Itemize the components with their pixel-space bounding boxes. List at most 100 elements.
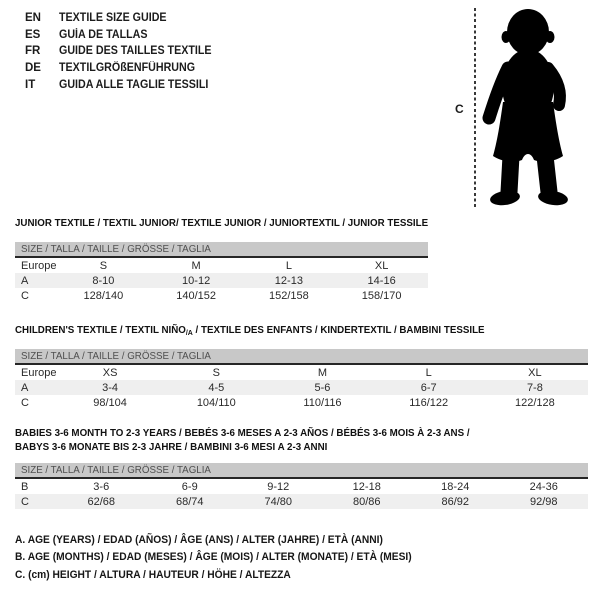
children-size-table: CHILDREN'S TEXTILE / TEXTIL NIÑO/A / TEX… <box>15 324 588 410</box>
size-cell: 128/140 <box>83 289 124 302</box>
row-label: Europe <box>21 259 57 272</box>
size-cell: 116/122 <box>409 396 449 409</box>
size-cell: 110/116 <box>303 396 342 409</box>
size-header-bar: SIZE / TALLA / TAILLE / GRÖSSE / TAGLIA <box>15 463 588 479</box>
legend-text: C. (cm) HEIGHT / ALTURA / HAUTEUR / HÖHE… <box>15 568 291 581</box>
row-label: B <box>21 480 29 493</box>
size-cell: 9-12 <box>267 480 290 493</box>
row-label: C <box>21 289 29 302</box>
size-cell: XL <box>374 259 389 272</box>
size-cell: 68/74 <box>175 495 204 508</box>
language-title-list: EN TEXTILE SIZE GUIDE ES GUÍA DE TALLAS … <box>25 10 223 93</box>
size-cell: XS <box>102 366 118 379</box>
measurement-legend: A. AGE (YEARS) / EDAD (AÑOS) / ÂGE (ANS)… <box>15 532 442 584</box>
size-header-text: SIZE / TALLA / TAILLE / GRÖSSE / TAGLIA <box>21 243 211 255</box>
table-title: CHILDREN'S TEXTILE / TEXTIL NIÑO/A / TEX… <box>15 324 588 339</box>
table-title-text: BABIES 3-6 MONTH TO 2-3 YEARS / BEBÉS 3-… <box>15 427 470 439</box>
size-cell: XL <box>528 366 542 379</box>
size-cell: 152/158 <box>268 289 309 302</box>
height-measure-dashed-line <box>474 8 477 207</box>
size-cell: S <box>99 259 108 272</box>
size-cell: 80/86 <box>352 495 381 508</box>
size-cell: 74/80 <box>264 495 293 508</box>
table-title-text: JUNIOR TEXTILE / TEXTIL JUNIOR/ TEXTILE … <box>15 217 429 229</box>
size-cell: 92/98 <box>529 495 558 508</box>
legend-line-a: A. AGE (YEARS) / EDAD (AÑOS) / ÂGE (ANS)… <box>15 532 442 549</box>
table-title-text: CHILDREN'S TEXTILE / TEXTIL NIÑO/A / TEX… <box>15 324 485 339</box>
table-row: Europe XS S M L XL <box>15 365 588 380</box>
table-row: B 3-6 6-9 9-12 12-18 18-24 24-36 <box>15 479 588 494</box>
language-code: EN <box>25 12 41 25</box>
size-cell: 6-9 <box>181 480 198 493</box>
language-code: FR <box>25 45 41 58</box>
table-title: JUNIOR TEXTILE / TEXTIL JUNIOR/ TEXTILE … <box>15 217 428 229</box>
junior-size-table: JUNIOR TEXTILE / TEXTIL JUNIOR/ TEXTILE … <box>15 217 428 303</box>
row-label: C <box>21 396 29 409</box>
legend-text: B. AGE (MONTHS) / EDAD (MESES) / ÂGE (MO… <box>15 551 412 564</box>
language-code: ES <box>25 28 41 41</box>
size-cell: 18-24 <box>441 480 470 493</box>
size-cell: M <box>191 259 201 272</box>
size-cell: 12-18 <box>352 480 381 493</box>
row-label: A <box>21 381 29 394</box>
legend-line-b: B. AGE (MONTHS) / EDAD (MESES) / ÂGE (MO… <box>15 549 442 566</box>
legend-text: A. AGE (YEARS) / EDAD (AÑOS) / ÂGE (ANS)… <box>15 534 383 546</box>
language-row: EN TEXTILE SIZE GUIDE <box>25 10 223 27</box>
table-row: C 128/140 140/152 152/158 158/170 <box>15 288 428 303</box>
size-cell: 12-13 <box>274 274 303 287</box>
language-row: ES GUÍA DE TALLAS <box>25 27 223 44</box>
size-cell: 158/170 <box>361 289 402 302</box>
language-row: FR GUIDE DES TAILLES TEXTILE <box>25 43 223 60</box>
size-cell: 3-4 <box>102 381 119 394</box>
table-row: C 98/104 104/110 110/116 116/122 122/128 <box>15 395 588 410</box>
table-row: A 8-10 10-12 12-13 14-16 <box>15 273 428 288</box>
table-row: C 62/68 68/74 74/80 80/86 86/92 92/98 <box>15 494 588 509</box>
size-cell: 10-12 <box>182 274 211 287</box>
babies-size-table: BABIES 3-6 MONTH TO 2-3 YEARS / BEBÉS 3-… <box>15 427 588 509</box>
size-header-bar: SIZE / TALLA / TAILLE / GRÖSSE / TAGLIA <box>15 349 588 365</box>
language-row: IT GUIDA ALLE TAGLIE TESSILI <box>25 76 223 93</box>
row-label: A <box>21 274 29 287</box>
table-title-text: BABYS 3-6 MONATE BIS 2-3 JAHRE / BAMBINI… <box>15 441 328 453</box>
size-cell: 7-8 <box>526 381 543 394</box>
table-title: BABIES 3-6 MONTH TO 2-3 YEARS / BEBÉS 3-… <box>15 427 588 439</box>
size-cell: 6-7 <box>420 381 437 394</box>
title-part: CHILDREN'S TEXTILE / TEXTIL NIÑO <box>15 324 186 336</box>
legend-line-c: C. (cm) HEIGHT / ALTURA / HAUTEUR / HÖHE… <box>15 567 442 584</box>
size-cell: 86/92 <box>441 495 470 508</box>
size-cell: 122/128 <box>515 396 555 409</box>
table-row: Europe S M L XL <box>15 258 428 273</box>
guide-title: GUIDA ALLE TAGLIE TESSILI <box>59 78 209 91</box>
language-code: DE <box>25 62 41 75</box>
size-cell: 104/110 <box>196 396 236 409</box>
measure-c-label: C <box>455 102 464 116</box>
guide-title: GUÍA DE TALLAS <box>59 28 148 41</box>
language-row: DE TEXTILGRÖßENFÜHRUNG <box>25 60 223 77</box>
size-cell: M <box>317 366 328 379</box>
size-header-text: SIZE / TALLA / TAILLE / GRÖSSE / TAGLIA <box>21 350 211 362</box>
table-title: BABYS 3-6 MONATE BIS 2-3 JAHRE / BAMBINI… <box>15 441 588 453</box>
size-header-text: SIZE / TALLA / TAILLE / GRÖSSE / TAGLIA <box>21 464 211 476</box>
size-cell: L <box>285 259 292 272</box>
size-cell: 62/68 <box>87 495 116 508</box>
language-code: IT <box>25 78 36 91</box>
size-cell: S <box>212 366 220 379</box>
size-cell: 98/104 <box>93 396 127 409</box>
size-cell: 14-16 <box>367 274 396 287</box>
baby-silhouette-icon <box>482 9 568 206</box>
size-cell: L <box>425 366 432 379</box>
title-part: / TEXTILE DES ENFANTS / KINDERTEXTIL / B… <box>192 324 485 336</box>
row-label: Europe <box>21 366 57 379</box>
size-cell: 5-6 <box>314 381 331 394</box>
size-cell: 24-36 <box>529 480 558 493</box>
row-label: C <box>21 495 29 508</box>
guide-title: TEXTILGRÖßENFÜHRUNG <box>59 62 196 75</box>
size-cell: 140/152 <box>176 289 216 302</box>
size-cell: 4-5 <box>208 381 225 394</box>
size-cell: 8-10 <box>92 274 115 287</box>
table-row: A 3-4 4-5 5-6 6-7 7-8 <box>15 380 588 395</box>
guide-title: GUIDE DES TAILLES TEXTILE <box>59 45 212 58</box>
size-cell: 3-6 <box>93 480 110 493</box>
title-subscript: /A <box>185 328 193 337</box>
